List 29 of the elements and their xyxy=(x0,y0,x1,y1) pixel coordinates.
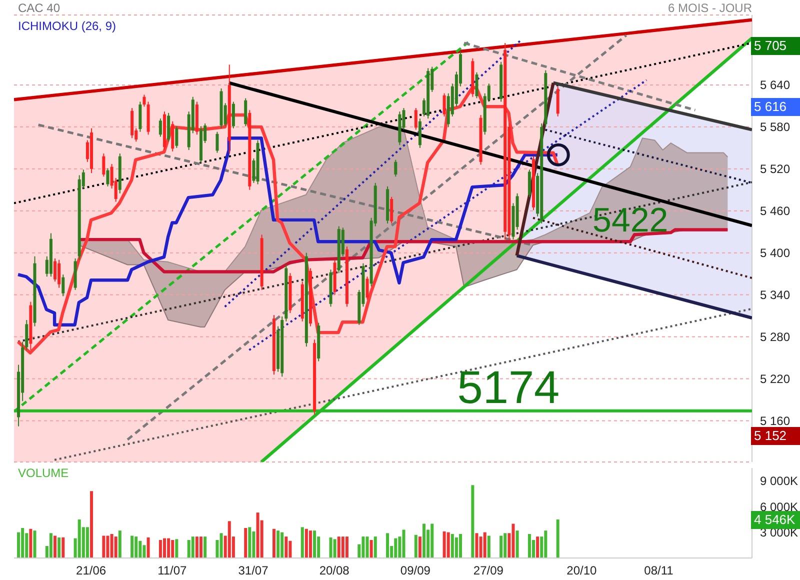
text: 5 616 xyxy=(751,98,800,116)
y-tick-label: 5 160 xyxy=(760,414,790,428)
annotation: 5422 xyxy=(592,201,668,240)
text: 5 705 xyxy=(751,37,800,55)
x-tick-label: 09/09 xyxy=(400,564,431,578)
y-tick-label: 5 220 xyxy=(760,372,790,386)
y-tick-label: 5 460 xyxy=(760,204,790,218)
chart-title: CAC 40 xyxy=(18,1,60,15)
y-tick-label: 5 400 xyxy=(760,246,790,260)
x-tick-label: 27/09 xyxy=(473,564,504,578)
chart-subtitle: 6 MOIS - JOUR xyxy=(668,1,752,15)
text: 5 152 xyxy=(751,427,800,445)
x-tick-label: 21/06 xyxy=(76,564,106,578)
x-tick-label: 20/08 xyxy=(319,564,350,578)
text: 4 546K xyxy=(751,511,800,529)
chart-title: VOLUME xyxy=(18,466,69,480)
x-tick-label: 11/07 xyxy=(158,564,188,578)
x-tick-label: 08/11 xyxy=(644,564,674,578)
y-tick-label: 5 520 xyxy=(760,162,790,176)
annotation: ICHIMOKU (26, 9) xyxy=(18,19,116,33)
y-tick-label: 5 340 xyxy=(760,288,790,302)
y-tick-label: 5 640 xyxy=(760,78,790,92)
x-tick-label: 31/07 xyxy=(238,564,269,578)
ref-line-label: 5174 xyxy=(457,360,560,413)
y-tick-label: 5 580 xyxy=(760,120,790,134)
y-tick-label: 6 000K xyxy=(760,500,798,514)
y-tick-label: 5 280 xyxy=(760,330,790,344)
y-tick-label: 9 000K xyxy=(760,474,798,488)
x-tick-label: 20/10 xyxy=(566,564,598,578)
